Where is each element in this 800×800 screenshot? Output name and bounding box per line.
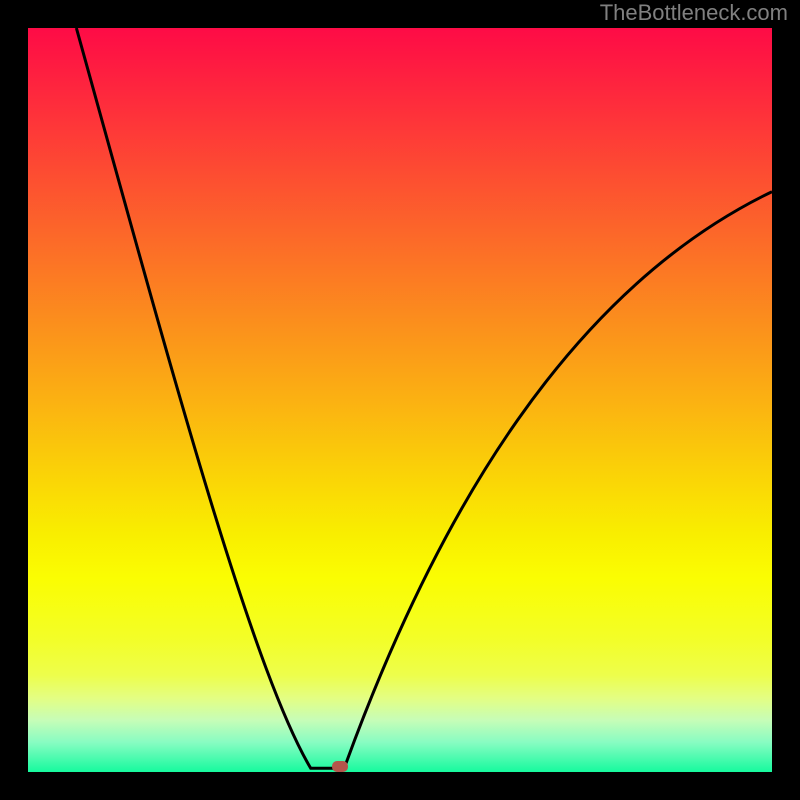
chart-container: { "canvas": { "width": 800, "height": 80…	[0, 0, 800, 800]
plot-area	[28, 28, 772, 772]
min-point-marker	[332, 761, 348, 772]
gradient-background	[28, 28, 772, 772]
watermark-text: TheBottleneck.com	[600, 0, 788, 26]
chart-svg	[28, 28, 772, 772]
